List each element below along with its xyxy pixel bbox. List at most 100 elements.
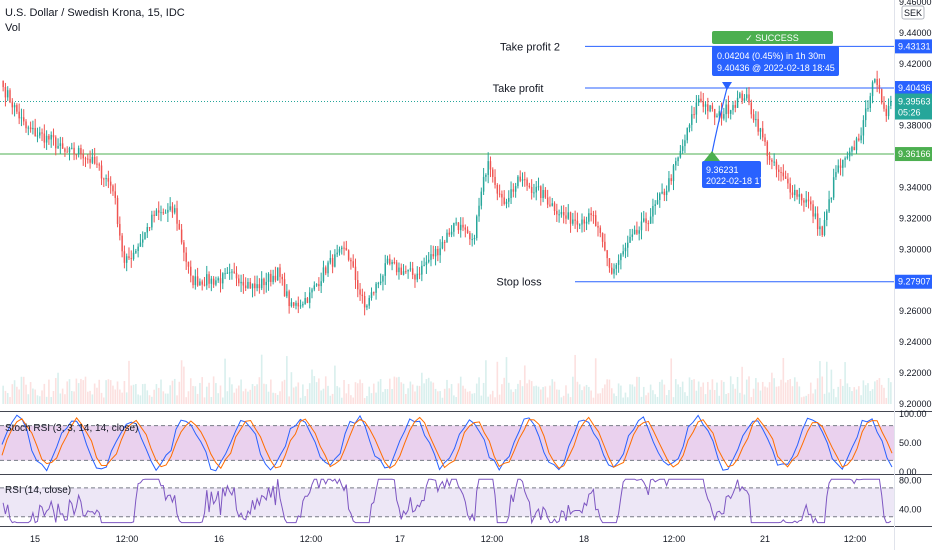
candle-body xyxy=(581,219,583,225)
candle-body xyxy=(688,124,691,129)
candle-body xyxy=(482,176,485,192)
time-tick-label: 12:00 xyxy=(481,534,504,544)
candle-body xyxy=(41,132,43,134)
candle-body xyxy=(105,178,107,180)
candle-body xyxy=(260,278,263,289)
volume-bar xyxy=(176,395,178,404)
time-tick-label: 12:00 xyxy=(663,534,686,544)
candle-body xyxy=(748,94,750,103)
volume-bar xyxy=(741,366,743,404)
volume-bar xyxy=(61,388,64,404)
candle-body xyxy=(270,273,272,282)
volume-bar xyxy=(155,384,158,404)
volume-bar xyxy=(295,386,297,404)
volume-bar xyxy=(162,391,165,404)
volume-bar xyxy=(100,392,103,404)
volume-bar xyxy=(812,393,814,404)
currency-badge[interactable] xyxy=(901,5,925,20)
candle-body xyxy=(299,305,302,307)
volume-bar xyxy=(48,379,50,404)
time-tick-label: 12:00 xyxy=(116,534,139,544)
candle-body xyxy=(45,135,48,143)
volume-bar xyxy=(519,380,522,404)
price-tag xyxy=(895,81,932,96)
candle-body xyxy=(281,276,284,280)
result-tooltip xyxy=(712,46,839,76)
candle-body xyxy=(720,111,723,119)
candle-body xyxy=(700,98,702,102)
volume-bar xyxy=(768,382,771,404)
candle-body xyxy=(494,176,496,185)
candle-body xyxy=(308,292,311,303)
volume-bar xyxy=(148,395,151,404)
volume-bar xyxy=(784,382,787,404)
volume-bar xyxy=(437,391,439,404)
candle-body xyxy=(52,134,55,138)
time-tick-label: 17 xyxy=(395,534,405,544)
time-axis[interactable]: 15 12:00 16 12:00 17 12:00 18 12:00 21 12:00 xyxy=(30,534,866,544)
candle-body xyxy=(61,143,64,149)
candle-body xyxy=(27,127,30,129)
volume-bar xyxy=(70,391,73,404)
candle-body xyxy=(800,194,803,201)
candle-body xyxy=(311,289,313,293)
candle-body xyxy=(654,204,656,206)
volume-bar xyxy=(135,384,137,404)
candle-body xyxy=(283,279,286,297)
price-tick-label: 9.38000 xyxy=(899,121,932,131)
volume-bar xyxy=(599,393,602,404)
volume-bars xyxy=(2,354,892,404)
volume-bar xyxy=(226,391,229,404)
rsi-pane xyxy=(0,477,894,525)
volume-bar xyxy=(549,385,551,404)
volume-bar xyxy=(494,397,496,404)
candle-body xyxy=(521,179,524,181)
candle-body xyxy=(610,267,613,274)
candle-body xyxy=(629,236,631,243)
volume-bar xyxy=(800,397,803,404)
volume-bar xyxy=(153,389,155,404)
candle-body xyxy=(130,258,132,260)
candle-body xyxy=(837,165,839,173)
volume-bar xyxy=(249,389,252,404)
volume-bar xyxy=(59,393,62,404)
price-tick-label: 9.30000 xyxy=(899,244,932,254)
volume-bar xyxy=(606,379,608,404)
volume-bar xyxy=(196,393,199,404)
candle-body xyxy=(821,226,823,236)
symbol-title[interactable]: U.S. Dollar / Swedish Krona, 15, IDC xyxy=(5,7,185,19)
volume-bar xyxy=(224,358,226,404)
candle-body xyxy=(219,278,222,284)
candle-body xyxy=(743,98,746,101)
candle-body xyxy=(263,278,265,286)
candle-body xyxy=(121,235,123,252)
volume-bar xyxy=(565,385,567,404)
volume-bar xyxy=(240,379,242,404)
candle-body xyxy=(196,276,199,286)
price-axis[interactable]: 9.460009.440009.420009.400009.380009.360… xyxy=(899,0,932,515)
candle-body xyxy=(633,229,636,235)
volume-bar xyxy=(368,386,371,404)
price-tick-label: 9.42000 xyxy=(899,59,932,69)
candle-body xyxy=(510,189,512,198)
candle-body xyxy=(713,108,716,118)
volume-bar xyxy=(652,390,654,404)
candle-body xyxy=(661,191,663,194)
volume-bar xyxy=(322,388,325,404)
volume-bar xyxy=(475,383,478,404)
candle-body xyxy=(757,118,759,132)
volume-bar xyxy=(343,379,345,404)
volume-bar xyxy=(267,391,270,404)
volume-bar xyxy=(359,379,361,404)
volume-bar xyxy=(608,379,611,404)
volume-label[interactable]: Vol xyxy=(5,22,21,34)
trade-path xyxy=(711,87,728,154)
volume-bar xyxy=(13,380,16,404)
volume-bar xyxy=(835,397,837,404)
volume-bar xyxy=(775,386,778,404)
candle-body xyxy=(363,296,366,308)
volume-bar xyxy=(50,397,52,404)
candle-body xyxy=(160,212,162,214)
volume-bar xyxy=(805,395,808,404)
